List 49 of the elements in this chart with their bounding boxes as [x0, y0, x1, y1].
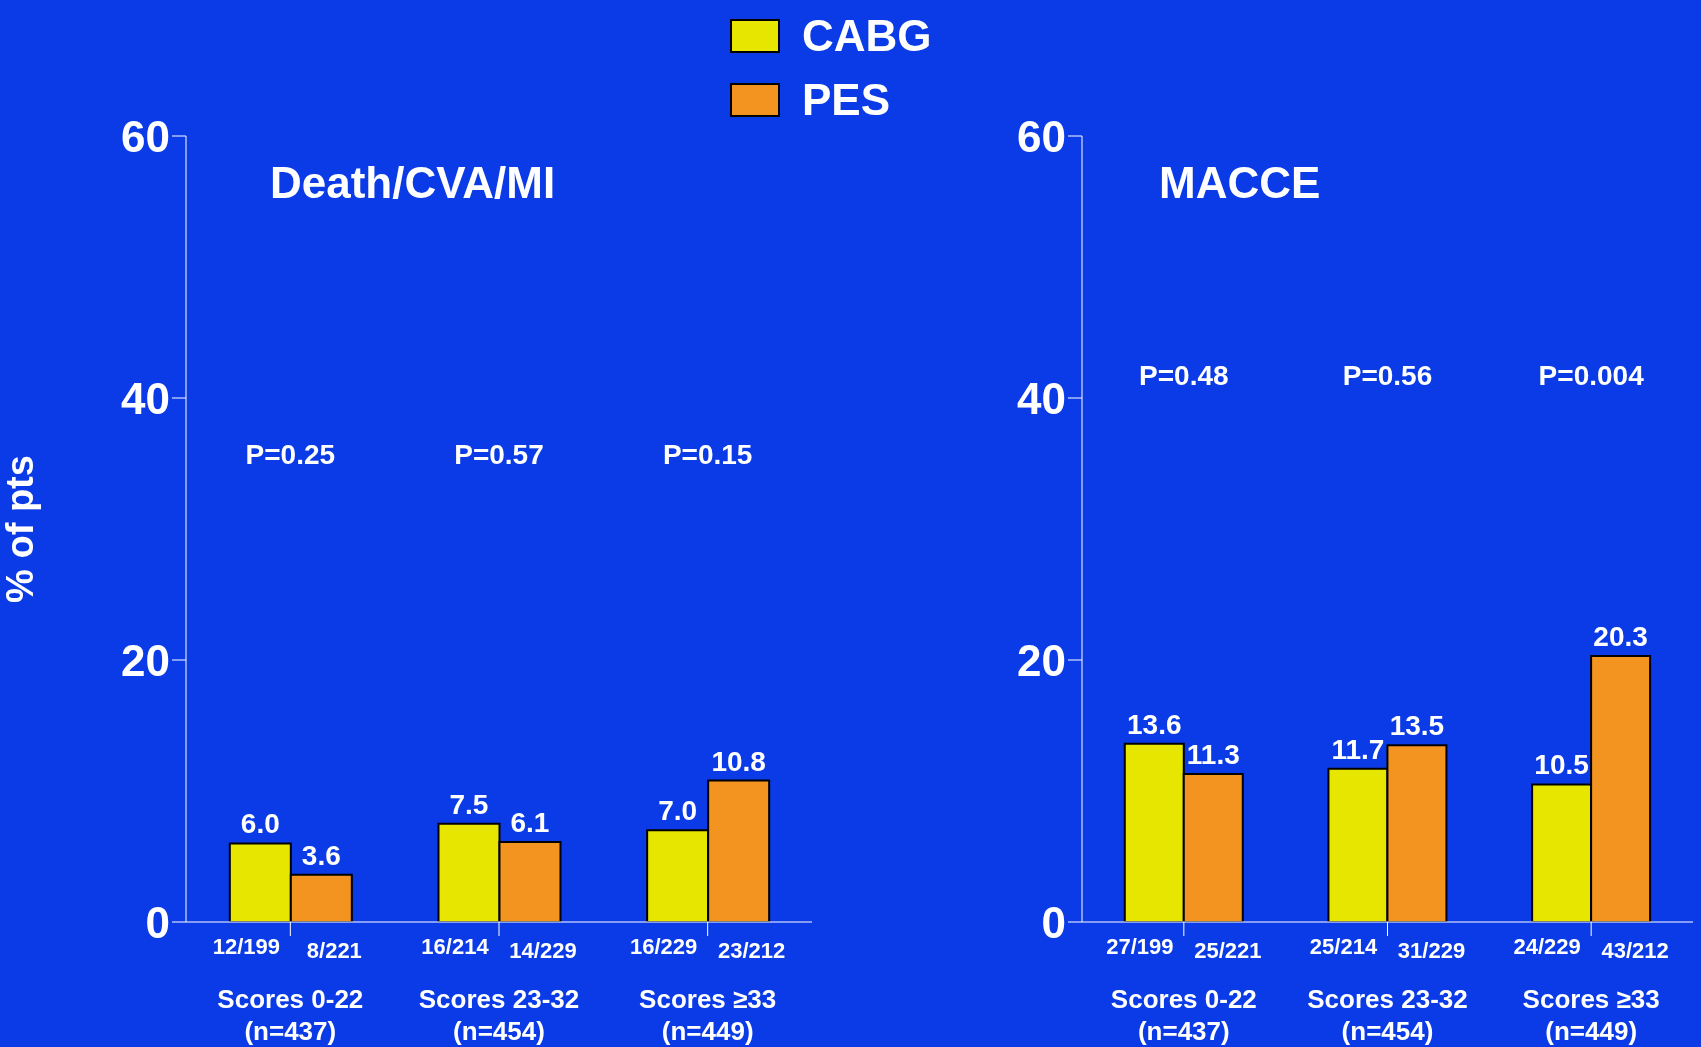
y-tick-label: 60	[121, 111, 170, 161]
annotation: P=0.25	[245, 438, 336, 470]
y-tick-label: 0	[145, 897, 170, 947]
annotation: 27/199	[1106, 934, 1174, 959]
annotation: 31/229	[1397, 938, 1466, 963]
data-label: 13.6	[1127, 708, 1182, 740]
data-label: 6.0	[240, 808, 280, 840]
x-tick-label: Scores 0-22 (n=437)	[1110, 984, 1257, 1046]
annotation: 16/229	[630, 934, 698, 959]
annotation: 24/229	[1513, 934, 1581, 959]
text: MACCE	[1159, 158, 1321, 208]
data-label: 11.7	[1331, 733, 1385, 765]
data-label: 7.5	[449, 788, 489, 820]
annotation: 43/212	[1601, 938, 1669, 963]
x-tick-label: Scores ≥33 (n=449)	[1522, 984, 1660, 1046]
y-tick-label: 40	[1017, 373, 1066, 423]
legend-label: PES	[802, 75, 891, 125]
y-tick-label: 40	[121, 373, 170, 423]
y-tick-label: 20	[121, 635, 170, 685]
x-tick-label: Scores ≥33 (n=449)	[639, 984, 777, 1046]
annotation: 8/221	[306, 938, 362, 963]
text: Death/CVA/MI	[270, 158, 556, 208]
data-label: 13.5	[1389, 710, 1445, 742]
y-tick-label: 0	[1041, 897, 1066, 947]
annotation: P=0.57	[454, 438, 544, 470]
legend-label: CABG	[802, 11, 932, 61]
data-label: 10.5	[1534, 749, 1589, 781]
x-tick-label: Scores 0-22 (n=437)	[217, 984, 364, 1046]
annotation: 25/221	[1194, 938, 1262, 963]
annotation: 23/212	[718, 938, 786, 963]
data-label: 3.6	[301, 839, 341, 871]
annotation: 14/229	[509, 938, 577, 963]
data-label: 7.0	[658, 795, 698, 827]
y-axis-title: % of pts	[0, 455, 42, 603]
annotation: 25/214	[1309, 934, 1378, 959]
annotation: P=0.56	[1342, 359, 1433, 391]
data-label: 11.3	[1186, 738, 1240, 770]
y-tick-label: 60	[1017, 111, 1066, 161]
annotation: P=0.004	[1538, 359, 1645, 391]
data-label: 10.8	[711, 745, 766, 777]
x-tick-label: Scores 23-32 (n=454)	[418, 984, 580, 1046]
data-label: 6.1	[510, 807, 550, 839]
annotation: P=0.15	[662, 438, 753, 470]
annotation: P=0.48	[1139, 359, 1229, 391]
y-tick-label: 20	[1017, 635, 1066, 685]
data-label: 20.3	[1593, 621, 1648, 653]
x-tick-label: Scores 23-32 (n=454)	[1307, 984, 1468, 1046]
annotation: 12/199	[212, 934, 280, 959]
annotation: 16/214	[421, 934, 490, 959]
